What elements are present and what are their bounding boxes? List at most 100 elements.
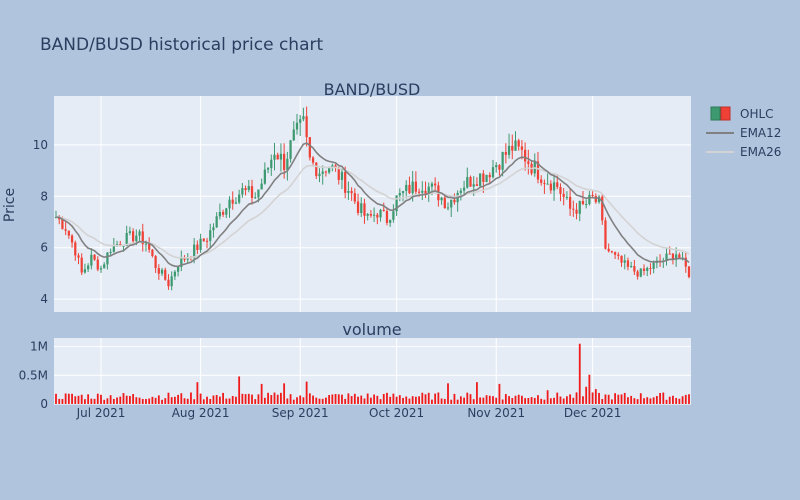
candle-body bbox=[157, 268, 160, 274]
volume-bar bbox=[655, 395, 658, 404]
volume-bar bbox=[443, 398, 446, 404]
volume-bar bbox=[546, 390, 549, 404]
candle-body bbox=[299, 119, 302, 123]
volume-bar bbox=[325, 397, 327, 404]
volume-y-ticks: 0 0.5M 1M bbox=[19, 340, 48, 411]
volume-bar bbox=[263, 397, 266, 404]
candle-body bbox=[430, 183, 434, 187]
volume-bar bbox=[363, 398, 366, 404]
legend-item-ohlc[interactable]: OHLC bbox=[710, 106, 774, 121]
volume-bar bbox=[353, 393, 356, 404]
volume-bar bbox=[228, 398, 231, 404]
candle-body bbox=[372, 214, 376, 216]
candle-body bbox=[607, 248, 610, 252]
candle-body bbox=[411, 181, 414, 194]
candle-body bbox=[260, 183, 263, 190]
volume-bar bbox=[180, 393, 183, 404]
volume-bar bbox=[469, 394, 472, 404]
candle-body bbox=[234, 202, 238, 204]
volume-bar bbox=[630, 395, 633, 404]
volume-bar bbox=[350, 396, 353, 404]
volume-bar bbox=[222, 392, 224, 404]
price-panel-title: BAND/BUSD bbox=[324, 80, 421, 99]
volume-bar bbox=[488, 395, 491, 404]
candle-body bbox=[247, 186, 250, 190]
volume-bar bbox=[235, 396, 237, 404]
volume-bar bbox=[273, 392, 276, 404]
candle-body bbox=[501, 152, 504, 170]
volume-bar bbox=[572, 397, 575, 404]
candle-body bbox=[106, 252, 109, 265]
candle-body bbox=[254, 197, 257, 199]
volume-bar bbox=[305, 381, 308, 404]
candle-body bbox=[376, 214, 379, 218]
price-y-tick-label: 8 bbox=[40, 189, 48, 203]
volume-bar bbox=[466, 392, 469, 404]
candle-body bbox=[665, 253, 668, 261]
volume-bar bbox=[341, 394, 343, 404]
candle-body bbox=[225, 208, 228, 215]
candle-body bbox=[626, 260, 630, 267]
candle-body bbox=[678, 254, 681, 259]
candle-body bbox=[87, 265, 90, 270]
candle-body bbox=[633, 266, 636, 272]
volume-bar bbox=[215, 395, 218, 404]
candle-body bbox=[649, 267, 652, 269]
volume-bar bbox=[267, 392, 269, 404]
volume-bar bbox=[283, 383, 286, 404]
volume-bar bbox=[607, 394, 610, 404]
candle-body bbox=[479, 173, 482, 186]
volume-bar bbox=[533, 397, 536, 404]
candle-body bbox=[601, 196, 604, 221]
volume-bar bbox=[495, 397, 498, 404]
candle-body bbox=[318, 173, 321, 177]
legend[interactable]: OHLC EMA12 EMA26 bbox=[706, 106, 781, 159]
volume-bar bbox=[125, 395, 128, 404]
candle-body bbox=[353, 193, 356, 202]
candle-body bbox=[684, 257, 687, 267]
candle-body bbox=[568, 196, 572, 209]
candle-body bbox=[302, 116, 305, 120]
volume-bar bbox=[77, 395, 80, 404]
candle-body bbox=[552, 182, 556, 191]
legend-item-ema26[interactable]: EMA26 bbox=[706, 145, 781, 159]
candle-body bbox=[360, 203, 363, 213]
candle-body bbox=[379, 209, 382, 218]
legend-item-ema12[interactable]: EMA12 bbox=[706, 126, 781, 140]
candle-body bbox=[565, 196, 569, 198]
candle-body bbox=[395, 195, 398, 212]
candle-body bbox=[112, 245, 115, 252]
candle-body bbox=[434, 183, 437, 186]
volume-bar bbox=[578, 343, 581, 404]
volume-bar bbox=[318, 398, 321, 404]
volume-bar bbox=[652, 397, 655, 404]
volume-bar bbox=[498, 383, 501, 404]
volume-bar bbox=[565, 396, 568, 404]
volume-bar bbox=[492, 396, 494, 404]
volume-bar bbox=[212, 395, 215, 404]
volume-bar bbox=[437, 392, 440, 404]
volume-bar bbox=[672, 395, 674, 404]
volume-bar bbox=[251, 394, 253, 404]
volume-bar bbox=[431, 399, 433, 404]
candle-body bbox=[173, 271, 177, 277]
candle-body bbox=[498, 165, 501, 170]
x-tick-label: Aug 2021 bbox=[172, 406, 230, 420]
candle-body bbox=[604, 220, 607, 249]
candle-body bbox=[450, 199, 453, 208]
candle-body bbox=[77, 255, 80, 258]
candle-body bbox=[61, 219, 64, 230]
volume-bar bbox=[627, 397, 629, 404]
candle-body bbox=[205, 240, 209, 242]
volume-bar bbox=[337, 394, 340, 404]
candle-body bbox=[575, 209, 578, 214]
volume-bar bbox=[106, 398, 109, 404]
volume-bar bbox=[524, 398, 527, 404]
candle-body bbox=[115, 244, 119, 246]
candle-body bbox=[350, 190, 353, 194]
candle-body bbox=[588, 194, 591, 205]
volume-bar bbox=[161, 399, 163, 404]
candle-body bbox=[141, 231, 144, 245]
